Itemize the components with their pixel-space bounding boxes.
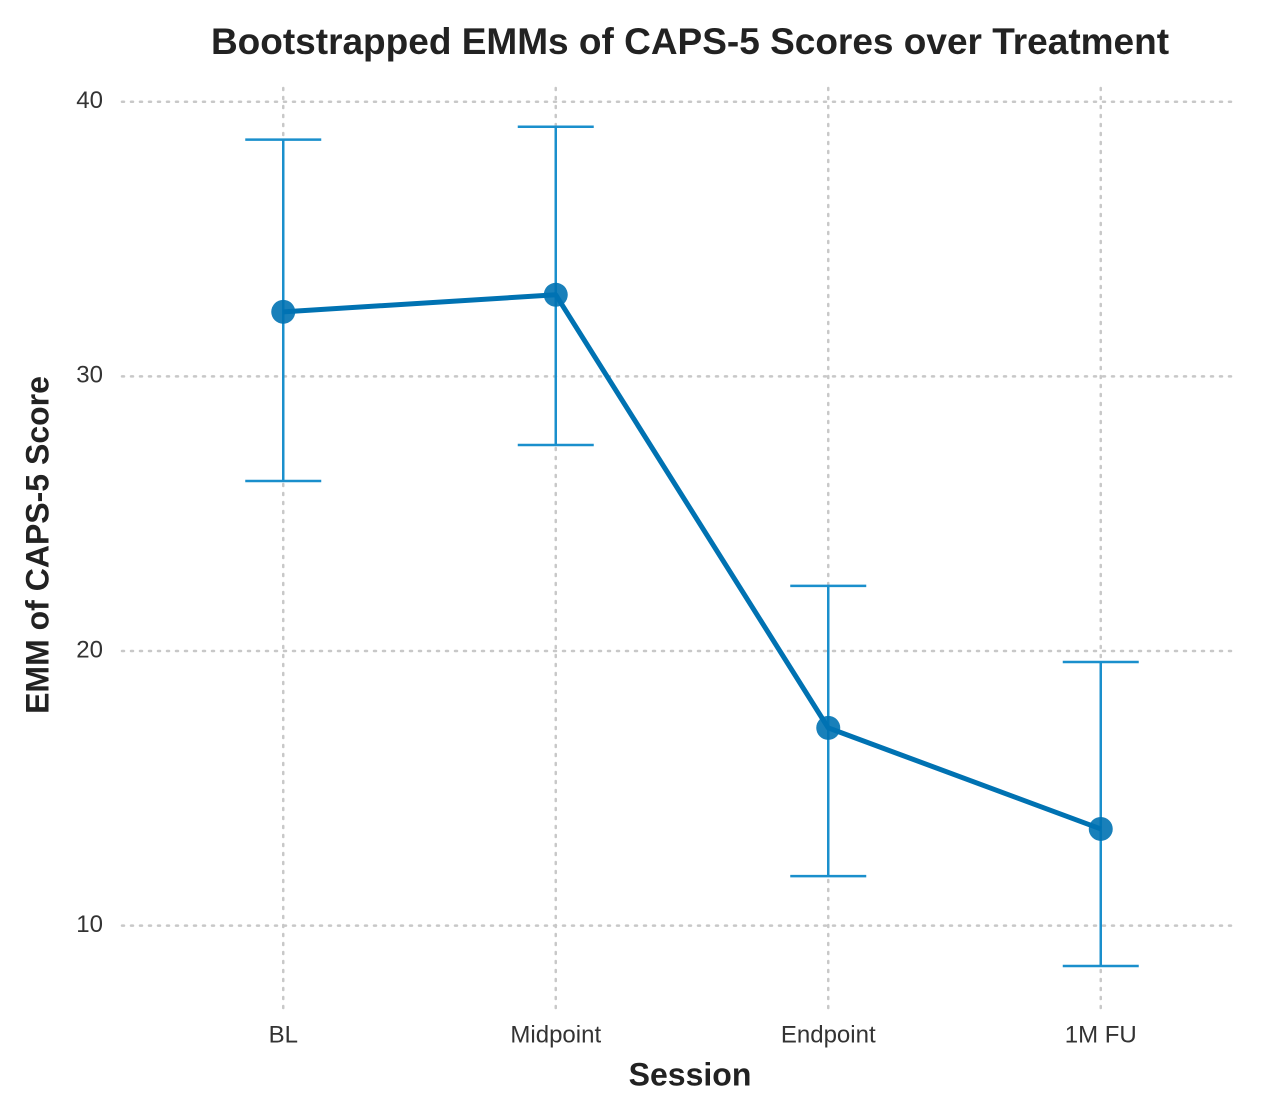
point bbox=[1088, 816, 1113, 841]
y-axis-title: EMM of CAPS-5 Score bbox=[19, 376, 55, 714]
point bbox=[271, 299, 296, 324]
x-tick-label: Midpoint bbox=[510, 1021, 601, 1048]
x-tick-label: 1M FU bbox=[1065, 1021, 1137, 1048]
x-tick-label: Endpoint bbox=[781, 1021, 876, 1048]
x-axis-title: Session bbox=[629, 1056, 752, 1092]
line bbox=[283, 292, 1102, 832]
y-tick-label: 40 bbox=[76, 87, 103, 114]
y-tick-label: 20 bbox=[76, 636, 103, 663]
point bbox=[543, 282, 568, 307]
y-tick-label: 10 bbox=[76, 911, 103, 938]
x-tick-label: BL bbox=[269, 1021, 298, 1048]
y-tick-label: 30 bbox=[76, 362, 103, 389]
chart-title: Bootstrapped EMMs of CAPS-5 Scores over … bbox=[211, 21, 1169, 62]
point bbox=[816, 715, 841, 740]
